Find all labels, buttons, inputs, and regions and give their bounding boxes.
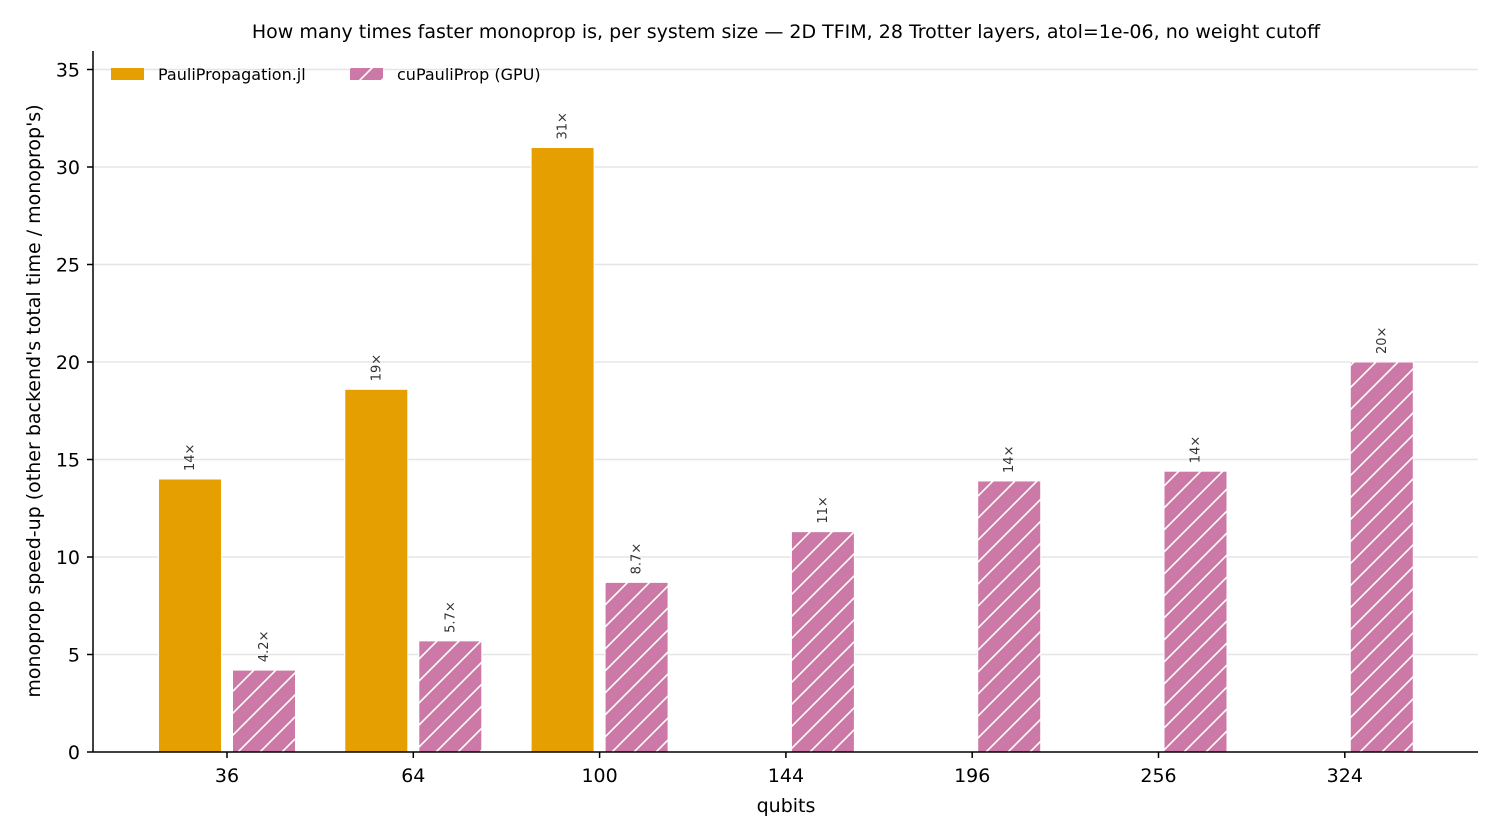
y-tick-label-25: 25	[56, 255, 80, 277]
legend-label-paulipropagation: PauliPropagation.jl	[158, 65, 306, 84]
x-tick-label-64: 64	[401, 765, 425, 787]
data-label-cupauliprop-324: 20×	[1375, 327, 1390, 354]
x-tick-label-256: 256	[1140, 765, 1176, 787]
y-tick-label-20: 20	[56, 352, 80, 374]
bar-cupauliprop-256	[1163, 470, 1228, 753]
legend-swatch-cupauliprop	[350, 68, 383, 80]
data-label-cupauliprop-196: 14×	[1002, 446, 1017, 473]
bar-cupauliprop-64	[418, 640, 483, 753]
bars-group	[158, 147, 1414, 753]
x-tick-label-100: 100	[581, 765, 617, 787]
data-label-cupauliprop-144: 11×	[816, 496, 831, 523]
legend-label-cupauliprop: cuPauliProp (GPU)	[397, 65, 541, 84]
chart-title: How many times faster monoprop is, per s…	[252, 21, 1321, 43]
data-label-cupauliprop-256: 14×	[1189, 436, 1204, 463]
bar-cupauliprop-196	[977, 480, 1042, 753]
y-axis-ticks: 0 5 10 15 20 25 30 35	[56, 60, 93, 764]
bar-cupauliprop-36	[232, 669, 296, 753]
legend: PauliPropagation.jl cuPauliProp (GPU)	[111, 65, 541, 84]
y-tick-label-15: 15	[56, 450, 80, 472]
grid-lines	[93, 68, 1478, 656]
bar-cupauliprop-324	[1349, 361, 1414, 753]
y-tick-label-10: 10	[56, 547, 80, 569]
data-labels-group: 14× 19× 31× 4.2× 5.7× 8.7× 11× 14× 14× 20×	[183, 112, 1390, 662]
x-axis-label: qubits	[757, 795, 816, 817]
bar-paulipropagation-64	[344, 388, 409, 753]
bar-cupauliprop-100	[604, 581, 669, 753]
bar-paulipropagation-36	[158, 478, 222, 753]
y-axis-label: monoprop speed-up (other backend's total…	[23, 104, 45, 697]
x-tick-label-144: 144	[768, 765, 804, 787]
x-axis-ticks: 36 64 100 144 196 256 324	[215, 752, 1363, 787]
data-label-paulipropagation-64: 19×	[369, 354, 384, 381]
data-label-cupauliprop-36: 4.2×	[257, 631, 272, 663]
bar-paulipropagation-100	[530, 147, 595, 753]
data-label-cupauliprop-64: 5.7×	[443, 601, 458, 633]
y-tick-label-5: 5	[68, 645, 80, 667]
x-tick-label-36: 36	[215, 765, 239, 787]
data-label-paulipropagation-36: 14×	[183, 444, 198, 471]
bar-cupauliprop-144	[790, 531, 855, 753]
x-tick-label-324: 324	[1327, 765, 1363, 787]
y-tick-label-35: 35	[56, 60, 80, 82]
y-tick-label-30: 30	[56, 157, 80, 179]
data-label-paulipropagation-100: 31×	[556, 112, 571, 139]
data-label-cupauliprop-100: 8.7×	[630, 543, 645, 575]
y-tick-label-0: 0	[68, 742, 80, 764]
x-tick-label-196: 196	[954, 765, 990, 787]
legend-swatch-paulipropagation	[111, 68, 144, 80]
